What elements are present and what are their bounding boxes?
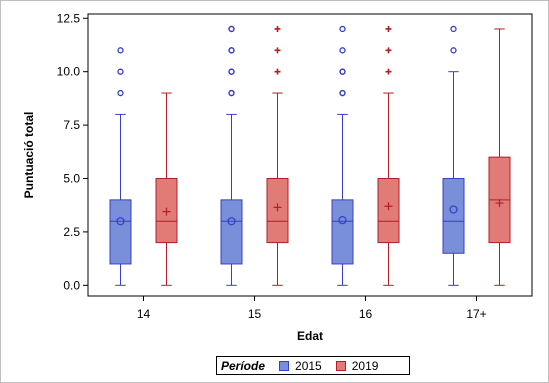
y-tick-label: 5.0 bbox=[63, 172, 80, 186]
box-iqr bbox=[331, 199, 354, 265]
outlier-point bbox=[274, 47, 281, 54]
outlier-point bbox=[117, 47, 124, 54]
box-2019-17+ bbox=[488, 28, 511, 286]
legend-swatch-2015 bbox=[279, 360, 290, 371]
x-tick-label: 17+ bbox=[466, 307, 486, 321]
outlier-point bbox=[228, 47, 235, 54]
outlier-point bbox=[274, 68, 281, 75]
box-2015-15 bbox=[220, 25, 243, 286]
box-2019-14 bbox=[155, 92, 178, 286]
box-iqr bbox=[377, 178, 400, 244]
x-tick-label: 14 bbox=[137, 307, 151, 321]
legend-label-2015: 2015 bbox=[295, 358, 322, 373]
outlier-point bbox=[450, 47, 457, 54]
box-2015-14 bbox=[109, 47, 132, 286]
outlier-point bbox=[228, 25, 235, 33]
x-axis: 14 15 16 17+ bbox=[137, 296, 487, 321]
outlier-point bbox=[339, 25, 346, 33]
plot-area bbox=[87, 13, 533, 297]
outlier-point bbox=[339, 89, 346, 97]
y-tick-label: 7.5 bbox=[63, 118, 80, 132]
y-tick-label: 10.0 bbox=[57, 65, 81, 79]
legend-item-2015: 2015 bbox=[279, 359, 322, 373]
legend-label-2019: 2019 bbox=[351, 358, 379, 373]
y-axis-title: Puntuació total bbox=[22, 112, 36, 199]
mean-marker bbox=[495, 199, 504, 208]
y-tick-label: 12.5 bbox=[57, 11, 81, 25]
legend-swatch-2019 bbox=[335, 360, 346, 371]
x-axis-title: Edat bbox=[297, 329, 323, 343]
outlier-point bbox=[385, 68, 392, 75]
outlier-point bbox=[450, 25, 457, 33]
mean-marker bbox=[227, 217, 236, 226]
outlier-point bbox=[117, 68, 124, 75]
box-2015-16 bbox=[331, 25, 354, 286]
outlier-point bbox=[385, 47, 392, 54]
mean-marker bbox=[449, 205, 458, 214]
mean-marker bbox=[384, 202, 393, 211]
mean-marker bbox=[116, 217, 125, 226]
box-iqr bbox=[442, 178, 465, 254]
outlier-point bbox=[339, 68, 346, 75]
box-2019-16 bbox=[377, 25, 400, 286]
outlier-point bbox=[274, 25, 281, 32]
x-tick-label: 16 bbox=[359, 307, 373, 321]
outlier-point bbox=[339, 47, 346, 54]
outlier-point bbox=[117, 89, 124, 97]
box-iqr bbox=[109, 199, 132, 265]
legend: Període 2015 2019 bbox=[216, 356, 410, 375]
mean-marker bbox=[273, 203, 282, 212]
outlier-point bbox=[228, 89, 235, 97]
y-tick-label: 2.5 bbox=[63, 225, 80, 239]
box-2019-15 bbox=[266, 25, 289, 286]
box-iqr bbox=[220, 199, 243, 265]
y-axis: 0.0 2.5 5.0 7.5 10.0 12.5 bbox=[57, 11, 88, 292]
outlier-point bbox=[228, 68, 235, 75]
mean-marker bbox=[338, 216, 347, 225]
box-2015-17+ bbox=[442, 25, 465, 286]
legend-item-2019: 2019 bbox=[335, 358, 379, 373]
x-tick-label: 15 bbox=[248, 307, 262, 321]
y-tick-label: 0.0 bbox=[63, 278, 80, 292]
legend-title: Període bbox=[221, 358, 266, 373]
mean-marker bbox=[162, 207, 171, 216]
outlier-point bbox=[385, 25, 392, 32]
box-series bbox=[109, 25, 511, 286]
